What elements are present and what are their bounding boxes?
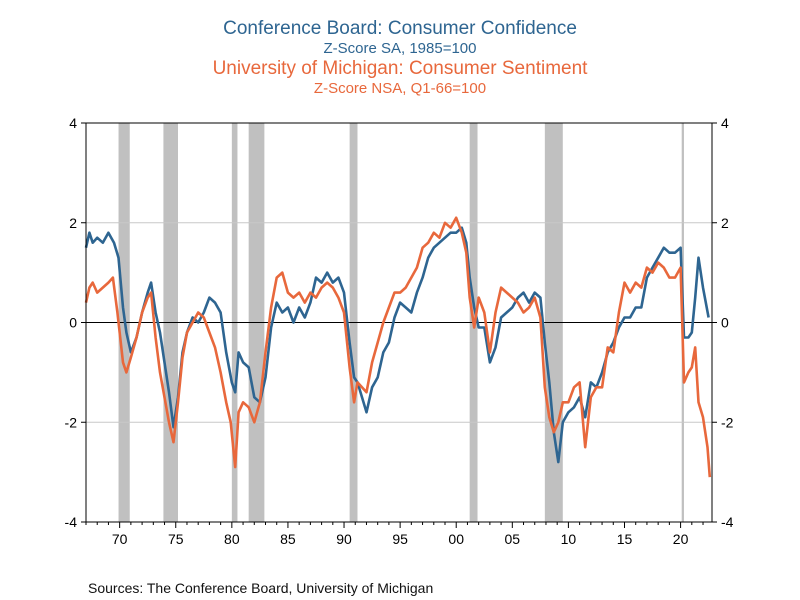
- y-tick-label-right: -4: [721, 514, 734, 530]
- series-michigan-line: [84, 216, 712, 478]
- sources-note: Sources: The Conference Board, Universit…: [88, 580, 434, 596]
- y-tick-label-right: 2: [721, 215, 729, 231]
- x-tick-label: 70: [112, 531, 128, 547]
- y-tick-label-right: 0: [721, 315, 729, 331]
- y-tick-label-left: -4: [65, 514, 78, 530]
- x-tick-label: 05: [505, 531, 521, 547]
- x-tick-label: 10: [561, 531, 577, 547]
- subtitle-michigan: Z-Score NSA, Q1-66=100: [313, 80, 487, 97]
- title-michigan: University of Michigan: Consumer Sentime…: [212, 58, 588, 79]
- x-tick-label: 00: [448, 531, 464, 547]
- x-tick-label: 80: [224, 531, 240, 547]
- y-tick-label-left: 0: [69, 315, 77, 331]
- y-tick-label-left: 2: [69, 215, 77, 231]
- x-tick-label: 75: [168, 531, 184, 547]
- title-conference-board: Conference Board: Consumer Confidence: [223, 18, 577, 39]
- x-tick-label: 20: [673, 531, 689, 547]
- chart-titles: Conference Board: Consumer Confidence Z-…: [0, 18, 800, 98]
- x-tick-label: 85: [280, 531, 296, 547]
- x-tick-label: 90: [336, 531, 352, 547]
- x-tick-label: 15: [617, 531, 633, 547]
- y-tick-label-right: 4: [721, 115, 729, 131]
- x-tick-label: 95: [392, 531, 408, 547]
- y-tick-label-left: 4: [69, 115, 77, 131]
- y-tick-label-right: -2: [721, 414, 734, 430]
- subtitle-conference-board: Z-Score SA, 1985=100: [323, 40, 477, 57]
- y-tick-label-left: -2: [65, 414, 78, 430]
